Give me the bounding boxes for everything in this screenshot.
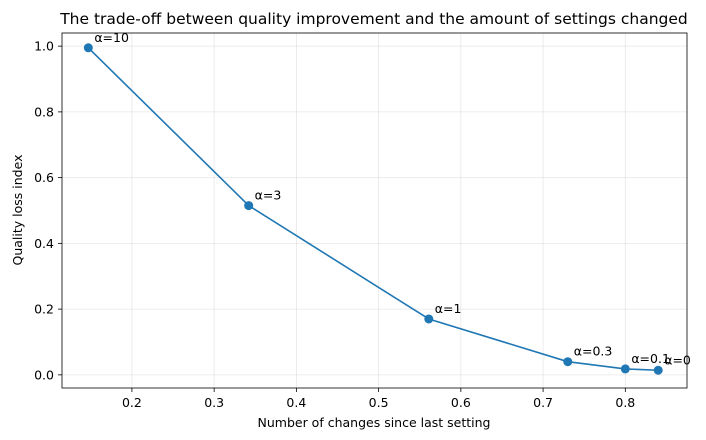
x-tick-label: 0.8 [615, 395, 635, 410]
data-point [653, 365, 663, 375]
point-annotation: α=0.1 [631, 351, 670, 366]
x-tick-label: 0.7 [533, 395, 553, 410]
data-point [620, 364, 630, 374]
x-tick-label: 0.6 [451, 395, 471, 410]
x-axis-label: Number of changes since last setting [258, 415, 491, 430]
y-tick-label: 1.0 [34, 39, 54, 54]
point-annotation: α=1 [435, 301, 462, 316]
y-tick-label: 0.4 [34, 236, 54, 251]
chart-title: The trade-off between quality improvemen… [59, 10, 688, 28]
y-tick-label: 0.2 [34, 302, 54, 317]
point-annotation: α=0.3 [574, 344, 613, 359]
x-tick-label: 0.3 [204, 395, 224, 410]
x-tick-label: 0.5 [369, 395, 389, 410]
y-tick-label: 0.0 [34, 367, 54, 382]
series-layer [83, 43, 663, 375]
data-point [83, 43, 93, 53]
y-axis-label: Quality loss index [10, 155, 25, 266]
point-annotation: α=0 [664, 352, 691, 367]
point-annotation: α=3 [255, 188, 282, 203]
y-tick-label: 0.8 [34, 104, 54, 119]
data-point [563, 357, 573, 367]
x-tick-label: 0.4 [286, 395, 306, 410]
plot-frame [61, 32, 688, 389]
point-annotation: α=10 [94, 30, 129, 45]
data-point [244, 201, 254, 211]
y-tick-label: 0.6 [34, 170, 54, 185]
axes: 0.2 0.3 0.4 0.5 0.6 0.7 0.8 0.0 0.2 0.4 0.6 0.8 1.0 [34, 39, 635, 410]
data-point [424, 314, 434, 324]
grid [62, 33, 687, 388]
annotation-layer: α=10 α=3 α=1 α=0.3 α=0.1α=0 [94, 30, 691, 367]
series-line [87, 47, 659, 372]
x-tick-label: 0.2 [122, 395, 142, 410]
